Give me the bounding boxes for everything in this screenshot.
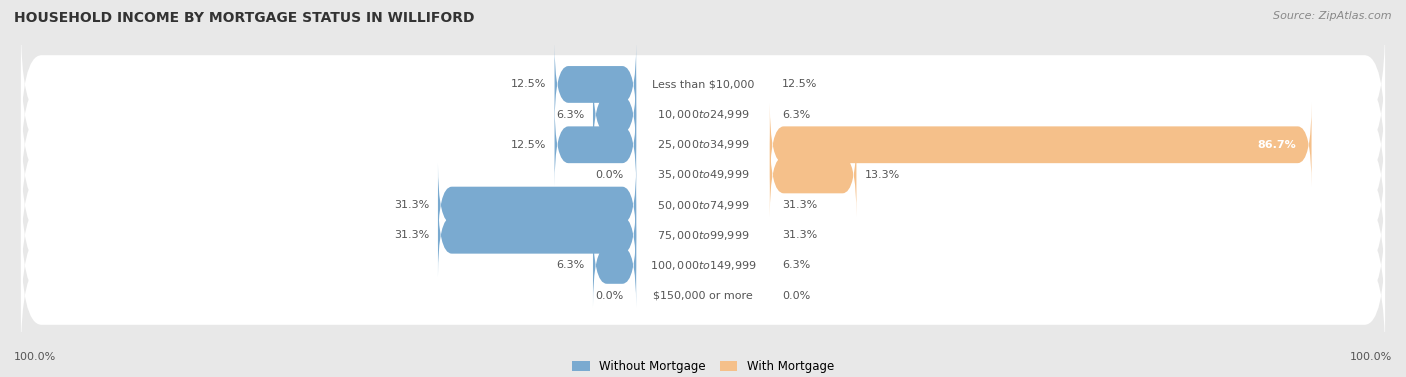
Text: 13.3%: 13.3% (865, 170, 900, 180)
Text: 0.0%: 0.0% (596, 170, 624, 180)
Text: 6.3%: 6.3% (782, 110, 810, 120)
Text: 6.3%: 6.3% (782, 261, 810, 270)
Text: $10,000 to $24,999: $10,000 to $24,999 (657, 108, 749, 121)
Text: 12.5%: 12.5% (782, 80, 818, 89)
Text: Less than $10,000: Less than $10,000 (652, 80, 754, 89)
Text: 100.0%: 100.0% (1350, 352, 1392, 362)
Text: 31.3%: 31.3% (395, 230, 430, 240)
FancyBboxPatch shape (593, 224, 636, 307)
FancyBboxPatch shape (21, 23, 1385, 146)
Text: 0.0%: 0.0% (782, 291, 810, 300)
FancyBboxPatch shape (21, 114, 1385, 236)
FancyBboxPatch shape (437, 193, 636, 277)
Text: 31.3%: 31.3% (395, 200, 430, 210)
Text: 12.5%: 12.5% (510, 80, 547, 89)
Legend: Without Mortgage, With Mortgage: Without Mortgage, With Mortgage (567, 355, 839, 377)
FancyBboxPatch shape (437, 163, 636, 247)
FancyBboxPatch shape (554, 43, 636, 126)
FancyBboxPatch shape (21, 204, 1385, 326)
Text: $50,000 to $74,999: $50,000 to $74,999 (657, 199, 749, 211)
FancyBboxPatch shape (21, 234, 1385, 357)
Text: 100.0%: 100.0% (14, 352, 56, 362)
Text: Source: ZipAtlas.com: Source: ZipAtlas.com (1274, 11, 1392, 21)
Text: $25,000 to $34,999: $25,000 to $34,999 (657, 138, 749, 151)
FancyBboxPatch shape (21, 144, 1385, 266)
Text: 0.0%: 0.0% (596, 291, 624, 300)
Text: $100,000 to $149,999: $100,000 to $149,999 (650, 259, 756, 272)
Text: 31.3%: 31.3% (782, 200, 817, 210)
FancyBboxPatch shape (770, 133, 856, 217)
FancyBboxPatch shape (593, 73, 636, 156)
Text: $75,000 to $99,999: $75,000 to $99,999 (657, 229, 749, 242)
Text: 86.7%: 86.7% (1257, 140, 1296, 150)
Text: 12.5%: 12.5% (510, 140, 547, 150)
FancyBboxPatch shape (21, 174, 1385, 296)
FancyBboxPatch shape (21, 84, 1385, 206)
Text: $150,000 or more: $150,000 or more (654, 291, 752, 300)
FancyBboxPatch shape (554, 103, 636, 187)
Text: HOUSEHOLD INCOME BY MORTGAGE STATUS IN WILLIFORD: HOUSEHOLD INCOME BY MORTGAGE STATUS IN W… (14, 11, 475, 25)
Text: 31.3%: 31.3% (782, 230, 817, 240)
Text: 6.3%: 6.3% (557, 110, 585, 120)
Text: $35,000 to $49,999: $35,000 to $49,999 (657, 169, 749, 181)
Text: 6.3%: 6.3% (557, 261, 585, 270)
FancyBboxPatch shape (21, 54, 1385, 176)
FancyBboxPatch shape (770, 103, 1312, 187)
